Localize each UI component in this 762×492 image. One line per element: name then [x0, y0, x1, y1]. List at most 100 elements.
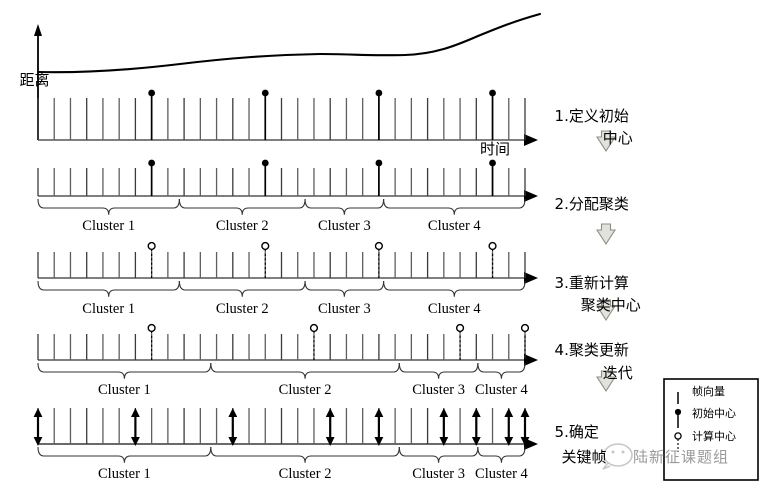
cluster-brace: [398, 446, 479, 463]
row-1: [34, 12, 542, 146]
computed-center-circle: [261, 241, 270, 251]
x-axis-label: 时间: [480, 140, 511, 158]
flow-step-4: 4.聚类更新: [545, 320, 629, 360]
cluster-label: Cluster 4: [427, 218, 481, 234]
flow-step-2-line1: 分配聚类: [568, 195, 629, 213]
row-5-frame-ticks: [37, 408, 526, 444]
initial-center-dot: [489, 159, 496, 167]
wechat-logo: [602, 443, 633, 470]
keyframe-arrow-head-up: [325, 408, 335, 417]
flow-step-3-line2: 聚类中心: [580, 296, 641, 314]
row-3: [37, 241, 538, 297]
cluster-label: Cluster 3: [317, 218, 371, 234]
flow-step-5-number: 5.: [554, 423, 569, 441]
cluster-label: Cluster 4: [475, 466, 528, 482]
cluster-brace: [477, 362, 526, 379]
initial-center-dot: [148, 89, 156, 97]
keyframe-arrow-head-down: [131, 437, 140, 446]
initial-center-dot: [489, 89, 496, 97]
flow-step-3-line1: 重新计算: [568, 274, 629, 292]
flow-step-4-number: 4.: [554, 341, 569, 359]
flow-step-4-line1: 聚类更新: [568, 341, 629, 359]
flow-down-arrow-icon: [595, 223, 617, 246]
cluster-label: Cluster 2: [278, 382, 332, 398]
cluster-brace: [37, 198, 180, 215]
keyframe-arrow-head-down: [520, 437, 530, 446]
row-3-cluster-braces: [37, 280, 526, 297]
keyframe-arrow-head-down: [33, 437, 43, 446]
cluster-label: Cluster 3: [317, 301, 371, 317]
flow-step-4-line2: 迭代: [602, 364, 633, 382]
cluster-label: Cluster 1: [82, 301, 136, 317]
initial-center-dot: [261, 159, 269, 167]
initial-center-dot: [148, 159, 156, 167]
flow-step-1-line1: 定义初始: [568, 107, 629, 125]
row-5-keyframe-arrows: [33, 408, 530, 446]
flow-step-1-line2: 中心: [602, 129, 633, 147]
flow-step-2-number: 2.: [554, 195, 569, 213]
flow-down-arrow-icon: [595, 299, 617, 322]
cluster-label: Cluster 1: [98, 382, 151, 398]
flow-step-1-number: 1.: [554, 107, 569, 125]
cluster-label: Cluster 2: [278, 466, 332, 482]
legend-open-circle-icon: [674, 432, 682, 440]
row-3-axis-arrowhead: [524, 272, 538, 284]
keyframe-arrow-head-down: [228, 437, 238, 446]
cluster-label: Cluster 1: [82, 218, 136, 234]
cluster-brace: [477, 446, 526, 463]
computed-center-circle: [488, 241, 497, 251]
row-4: [37, 323, 538, 379]
row-2-cluster-braces: [37, 198, 526, 215]
cluster-brace: [398, 362, 479, 379]
legend-filled-dot-icon: [674, 408, 682, 416]
cluster-brace: [304, 198, 385, 215]
cluster-brace: [304, 280, 385, 297]
row-1-initial-centers: [148, 89, 496, 140]
cluster-label: Cluster 4: [475, 382, 528, 398]
cluster-label: Cluster 4: [427, 301, 481, 317]
row-2-axis-arrowhead: [524, 190, 538, 202]
keyframe-arrow-head-up: [504, 408, 514, 417]
cluster-brace: [37, 446, 212, 463]
watermark-text: 陆新征课题组: [633, 448, 730, 466]
cluster-brace: [210, 362, 400, 379]
computed-center-circle: [520, 323, 530, 333]
row-5-cluster-braces: [37, 446, 526, 463]
row-3-frame-ticks: [37, 252, 526, 278]
row-4-axis-arrowhead: [524, 354, 538, 366]
flow-step-2: 2.分配聚类: [545, 174, 629, 214]
keyframe-arrow-head-up: [131, 408, 140, 417]
keyframe-arrow-head-up: [33, 408, 43, 417]
row-4-computed-centers: [147, 323, 530, 360]
keyframe-arrow-head-up: [374, 408, 384, 417]
cluster-label: Cluster 2: [215, 301, 269, 317]
computed-center-circle: [147, 323, 156, 333]
row-1-frame-ticks: [37, 98, 526, 140]
flow-step-5-line2-wrap: 关键帧: [552, 427, 607, 467]
initial-center-dot: [375, 89, 383, 97]
cluster-brace: [178, 280, 306, 297]
cluster-label: Cluster 1: [98, 466, 151, 482]
legend-label-frame-vector: 帧向量: [692, 385, 725, 398]
cluster-label: Cluster 3: [412, 382, 465, 398]
row-3-computed-centers: [147, 241, 497, 278]
flow-step-5-line1: 确定: [568, 423, 599, 441]
x-axis-arrowhead: [524, 134, 538, 146]
computed-center-circle: [147, 241, 156, 251]
keyframe-arrow-head-down: [374, 437, 384, 446]
flow-down-arrow-icon: [595, 130, 617, 153]
keyframe-arrow-head-up: [471, 408, 481, 417]
flow-step-3-number: 3.: [554, 274, 569, 292]
computed-center-circle: [455, 323, 465, 333]
legend-box: [663, 378, 759, 481]
cluster-brace: [383, 198, 526, 215]
flow-step-1-line2-wrap: 中心: [563, 108, 663, 148]
cluster-brace: [37, 362, 212, 379]
flow-step-1: 1.定义初始: [545, 86, 629, 126]
flow-step-3-line2-wrap: 聚类中心: [556, 275, 656, 315]
flow-arrows: [595, 130, 617, 393]
keyframe-arrow-head-down: [471, 437, 481, 446]
initial-center-dot: [375, 159, 383, 167]
cluster-label: Cluster 2: [215, 218, 269, 234]
